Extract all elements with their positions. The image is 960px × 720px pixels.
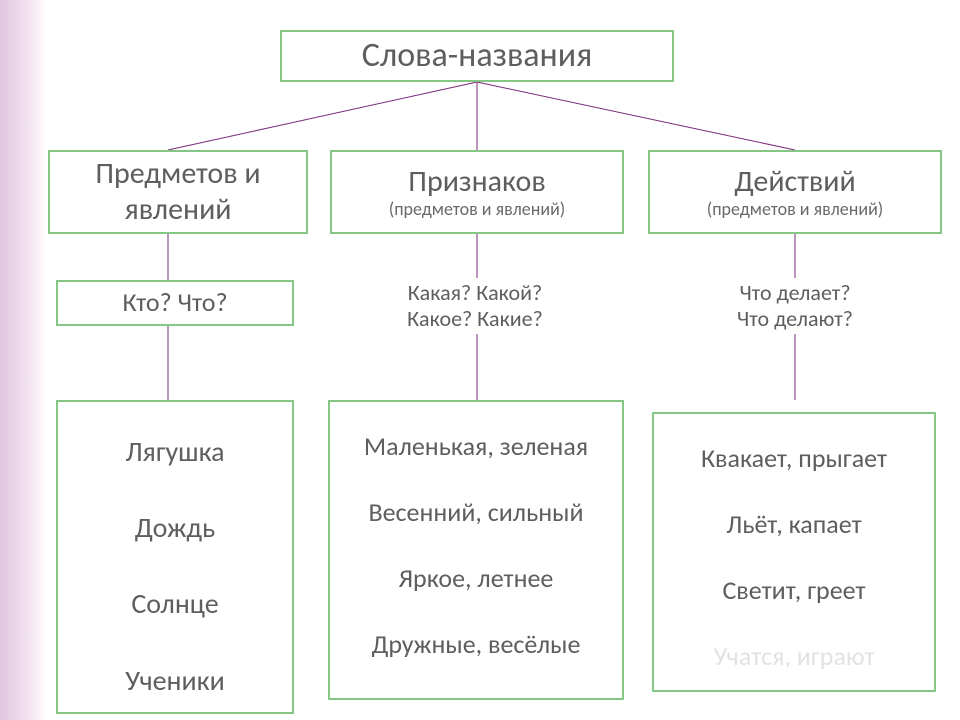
example-item: Яркое, летнее [399, 564, 554, 594]
example-item: Солнце [131, 588, 218, 620]
example-item: Лягушка [125, 436, 224, 468]
category-main: Предметов и явлений [56, 156, 300, 228]
examples-box-objects: Лягушка Дождь Солнце Ученики [56, 400, 294, 714]
examples-box-attributes: Маленькая, зеленая Весенний, сильный Ярк… [328, 400, 624, 700]
category-sub: (предметов и явлений) [707, 200, 884, 220]
category-box-attributes: Признаков (предметов и явлений) [330, 150, 624, 234]
example-item: Ученики [125, 665, 225, 697]
category-box-actions: Действий (предметов и явлений) [648, 150, 942, 234]
example-item: Учатся, играют [713, 642, 874, 672]
title-box: Слова-названия [280, 30, 674, 82]
category-main: Признаков [408, 164, 545, 200]
question-box-attributes: Какая? Какой? Какое? Какие? [340, 278, 610, 334]
example-item: Дождь [135, 512, 215, 544]
question-box-actions: Что делает? Что делают? [660, 278, 930, 334]
example-item: Дружные, весёлые [372, 630, 581, 660]
example-item: Светит, греет [722, 576, 865, 606]
example-item: Льёт, капает [726, 510, 861, 540]
title-text: Слова-названия [362, 36, 592, 77]
example-item: Квакает, прыгает [701, 444, 887, 474]
question-box-objects: Кто? Что? [56, 280, 294, 326]
side-strip [0, 0, 46, 720]
examples-box-actions: Квакает, прыгает Льёт, капает Светит, гр… [652, 412, 936, 692]
diagram-stage: Слова-названия Предметов и явлений Призн… [0, 0, 960, 720]
question-text: Что делает? Что делают? [737, 280, 853, 333]
example-item: Маленькая, зеленая [364, 432, 588, 462]
category-box-objects: Предметов и явлений [48, 150, 308, 234]
question-text: Кто? Что? [122, 287, 227, 318]
example-item: Весенний, сильный [368, 498, 583, 528]
category-sub: (предметов и явлений) [389, 200, 566, 220]
category-main: Действий [734, 164, 855, 200]
question-text: Какая? Какой? Какое? Какие? [407, 280, 543, 333]
